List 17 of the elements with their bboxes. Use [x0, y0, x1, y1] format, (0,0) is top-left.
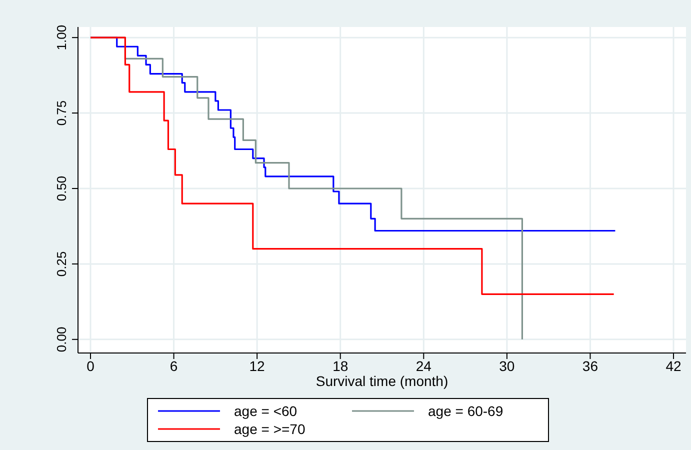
x-axis-title: Survival time (month) [316, 373, 448, 389]
legend-label: age = >=70 [234, 421, 306, 437]
y-tick-label: 0.75 [54, 100, 69, 126]
legend-label: age = <60 [234, 403, 298, 419]
x-tick-label: 36 [582, 358, 598, 374]
x-tick-label: 30 [499, 358, 515, 374]
x-tick-label: 0 [86, 358, 95, 374]
y-tick-label: 0.00 [54, 326, 69, 352]
y-tick-label: 0.50 [54, 176, 69, 202]
y-tick-label: 1.00 [54, 24, 69, 50]
x-tick-label: 42 [666, 358, 682, 374]
y-tick-label: 0.25 [54, 251, 69, 277]
x-tick-label: 12 [249, 358, 266, 374]
x-tick-label: 24 [416, 358, 432, 374]
x-tick-label: 18 [332, 358, 348, 374]
legend-label: age = 60-69 [428, 403, 504, 419]
x-tick-label: 6 [170, 358, 178, 374]
